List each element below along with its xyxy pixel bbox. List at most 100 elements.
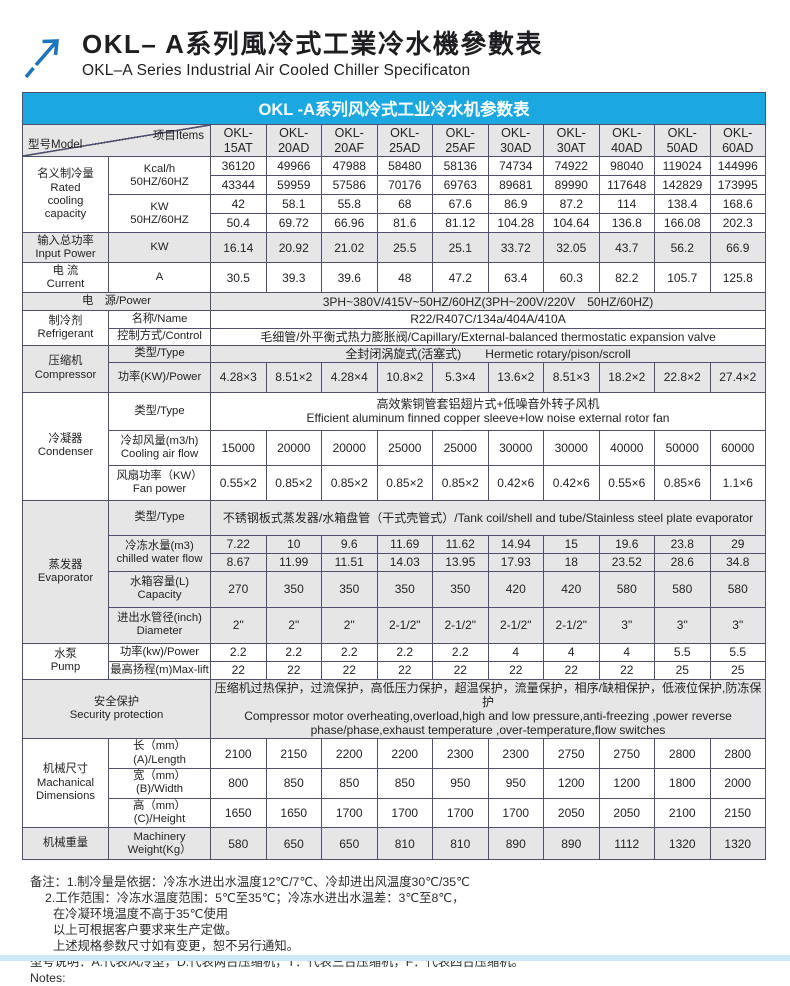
value-cell: 4.28×3 xyxy=(210,361,267,393)
value-cell: 69.72 xyxy=(265,213,322,234)
col-header-model: OKL- 30AT xyxy=(543,123,600,158)
value-cell: 33.72 xyxy=(487,232,544,264)
value-cell: 19.6 xyxy=(598,534,655,554)
row-label: 制冷剂 Refrigerant xyxy=(22,310,109,346)
value-cell: 580 xyxy=(598,570,655,608)
value-cell: 119024 xyxy=(654,156,711,177)
value-cell: 2.2 xyxy=(265,642,322,662)
table-row: 控制方式/Control 毛细管/外平衡式热力膨胀阀/Capillary/Exte… xyxy=(23,327,766,346)
value-cell: 4 xyxy=(487,642,544,662)
value-cell: 950 xyxy=(432,768,489,799)
col-header-model: OKL- 25AD xyxy=(376,123,433,158)
value-cell: 42 xyxy=(210,194,267,215)
value-cell: 650 xyxy=(265,827,322,861)
value-cell: 1700 xyxy=(321,797,378,829)
value-cell: 350 xyxy=(321,570,378,608)
value-cell: 10.8×2 xyxy=(376,361,433,393)
value-cell: 81.12 xyxy=(432,213,489,234)
page-subtitle: OKL–A Series Industrial Air Cooled Chill… xyxy=(82,61,471,79)
table-row: 机械尺寸 Machanical Dimensions 长（mm）(A)/Lengt… xyxy=(22,738,766,829)
value-cell: 2800 xyxy=(654,738,711,770)
value-cell: 66.96 xyxy=(321,213,378,234)
value-cell: 2000 xyxy=(709,768,766,799)
value-cell: 125.8 xyxy=(709,262,766,294)
row-label: 电 流 Current xyxy=(22,262,109,294)
value-cell: 5.5 xyxy=(654,642,711,662)
table-row: 8.67 11.99 11.51 14.03 13.95 17.93 18 23.52 28.6… xyxy=(23,552,766,572)
value-cell: 2200 xyxy=(321,738,378,770)
value-cell: 47.2 xyxy=(432,262,489,294)
value-cell: 2300 xyxy=(487,738,544,770)
col-header-model: OKL- 25AF xyxy=(432,123,489,158)
value-cell: 60000 xyxy=(709,429,766,466)
table-row: 冷却风量(m3/h) Cooling air flow 15000 20000 200… xyxy=(23,429,766,466)
value-cell: 25 xyxy=(654,660,711,680)
value-cell: 55.8 xyxy=(321,194,378,215)
row-label: 压缩机 Compressor xyxy=(22,344,109,393)
page-title: OKL– A系列風冷式工業冷水機參數表 xyxy=(82,29,543,59)
value-cell: 350 xyxy=(265,570,322,608)
value-cell: 2" xyxy=(210,606,267,644)
table-row: 高（mm）(C)/Height 1650 1650 1700 1700 1700 1700 2… xyxy=(23,797,766,829)
span-value: 高效紫铜管套铝翅片式+低噪音外转子风机 Efficient aluminum f… xyxy=(210,391,766,431)
value-cell: 2-1/2" xyxy=(432,606,489,644)
value-cell: 43.7 xyxy=(598,232,655,264)
value-cell: 104.28 xyxy=(487,213,544,234)
table-row: 冷冻水量(m3) chilled water flow 7.22 10 9.6 11.6… xyxy=(23,534,766,572)
value-cell: 10 xyxy=(265,534,322,554)
value-cell: 50000 xyxy=(654,429,711,466)
value-cell: 20000 xyxy=(321,429,378,466)
value-cell: 2750 xyxy=(598,738,655,770)
value-cell: 136.8 xyxy=(598,213,655,234)
value-cell: 28.6 xyxy=(654,552,711,572)
value-cell: 98040 xyxy=(598,156,655,177)
item-label: 风扇功率（KW） Fan power xyxy=(108,464,211,501)
value-cell: 22 xyxy=(210,660,267,680)
value-cell: 17.93 xyxy=(487,552,544,572)
row-label: 电 源/Power xyxy=(22,292,211,312)
table-row: 最高扬程(m)Max-lift 22 22 22 22 22 22 22 22 25 25 xyxy=(23,660,766,680)
value-cell: 14.94 xyxy=(487,534,544,554)
bottom-strip xyxy=(0,955,790,961)
item-label: KW xyxy=(108,232,211,264)
value-cell: 2800 xyxy=(709,738,766,770)
table-row: 输入总功率 Input Power KW 16.14 20.92 21.02 25.5 25… xyxy=(22,232,766,264)
value-cell: 1650 xyxy=(210,797,267,829)
value-cell: 144996 xyxy=(709,156,766,177)
value-cell: 202.3 xyxy=(709,213,766,234)
table-row: 压缩机 Compressor 类型/Type 全封闭涡旋式(活塞式) Hermeti… xyxy=(22,344,766,393)
value-cell: 0.55×2 xyxy=(210,464,267,501)
value-cell: 4 xyxy=(543,642,600,662)
value-cell: 22 xyxy=(598,660,655,680)
value-cell: 50.4 xyxy=(210,213,267,234)
value-cell: 810 xyxy=(376,827,433,861)
value-cell: 87.2 xyxy=(543,194,600,215)
value-cell: 850 xyxy=(321,768,378,799)
value-cell: 166.08 xyxy=(654,213,711,234)
value-cell: 25000 xyxy=(432,429,489,466)
value-cell: 15 xyxy=(543,534,600,554)
value-cell: 950 xyxy=(487,768,544,799)
value-cell: 63.4 xyxy=(487,262,544,294)
value-cell: 1200 xyxy=(598,768,655,799)
value-cell: 30000 xyxy=(487,429,544,466)
value-cell: 104.64 xyxy=(543,213,600,234)
table-row: 宽（mm）(B)/Width 800 850 850 850 950 950 1200 1200… xyxy=(23,768,766,799)
value-cell: 11.62 xyxy=(432,534,489,554)
item-label: KW 50HZ/60HZ xyxy=(108,194,211,234)
span-value: 3PH~380V/415V~50HZ/60HZ(3PH~200V/220V 50… xyxy=(210,292,766,312)
note-line: 以上可根据客户要求来生产定做。 xyxy=(53,923,238,938)
value-cell: 68 xyxy=(376,194,433,215)
value-cell: 25000 xyxy=(376,429,433,466)
table-row: 电 源/Power 3PH~380V/415V~50HZ/60HZ(3PH~200… xyxy=(22,292,766,312)
value-cell: 117648 xyxy=(598,175,655,196)
value-cell: 890 xyxy=(487,827,544,861)
value-cell: 0.85×2 xyxy=(321,464,378,501)
value-cell: 13.6×2 xyxy=(487,361,544,393)
value-cell: 8.51×3 xyxy=(543,361,600,393)
spec-table-body: 型号Model 项目Items OKL- 15AT OKL- 20AD OKL- 20A… xyxy=(22,123,766,861)
table-row: 风扇功率（KW） Fan power 0.55×2 0.85×2 0.85×2 0.85… xyxy=(23,464,766,501)
value-cell: 47988 xyxy=(321,156,378,177)
value-cell: 0.85×2 xyxy=(432,464,489,501)
corner-model-label: 型号Model xyxy=(28,138,83,151)
